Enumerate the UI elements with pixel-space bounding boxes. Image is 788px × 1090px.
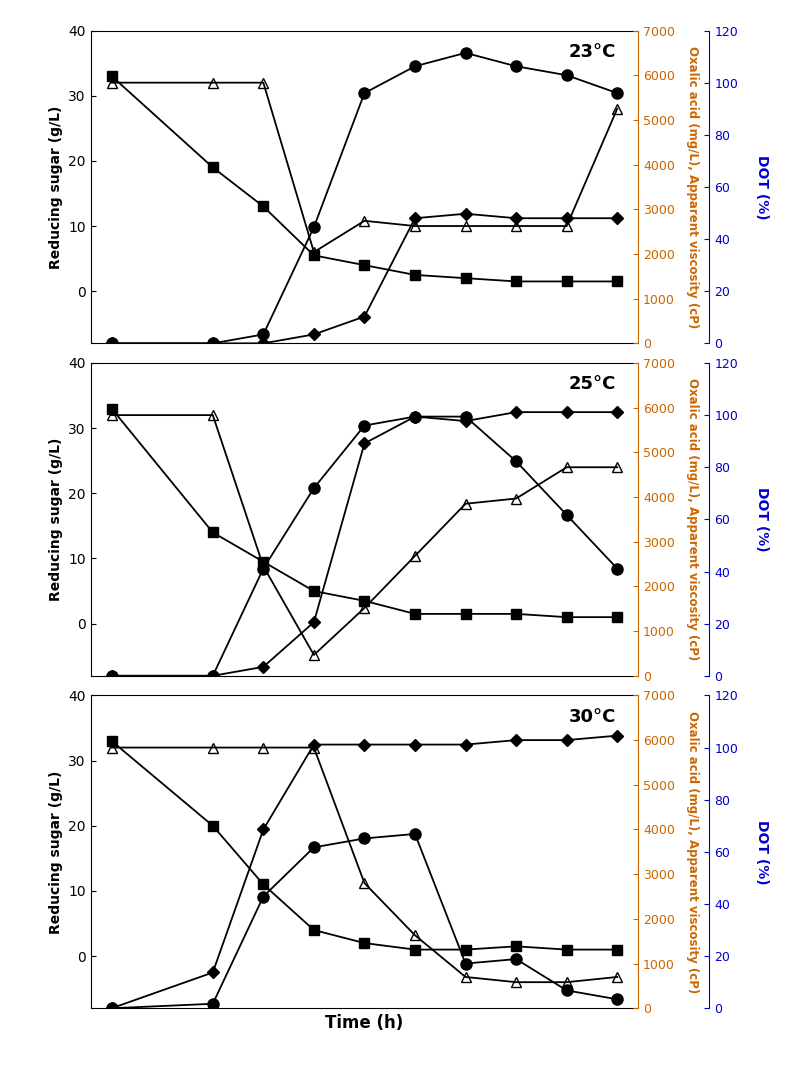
Y-axis label: Reducing sugar (g/L): Reducing sugar (g/L) xyxy=(49,438,62,601)
Text: 30°C: 30°C xyxy=(569,707,616,726)
Y-axis label: Oxalic acid (mg/L), Apparent viscosity (cP): Oxalic acid (mg/L), Apparent viscosity (… xyxy=(686,46,699,328)
X-axis label: Time (h): Time (h) xyxy=(325,1014,403,1032)
Y-axis label: DOT (%): DOT (%) xyxy=(755,820,769,884)
Y-axis label: DOT (%): DOT (%) xyxy=(755,155,769,219)
Y-axis label: Oxalic acid (mg/L), Apparent viscosity (cP): Oxalic acid (mg/L), Apparent viscosity (… xyxy=(686,378,699,661)
Y-axis label: Oxalic acid (mg/L), Apparent viscosity (cP): Oxalic acid (mg/L), Apparent viscosity (… xyxy=(686,711,699,993)
Y-axis label: Reducing sugar (g/L): Reducing sugar (g/L) xyxy=(49,106,62,268)
Text: 23°C: 23°C xyxy=(569,43,616,61)
Y-axis label: DOT (%): DOT (%) xyxy=(755,487,769,552)
Text: 25°C: 25°C xyxy=(569,375,616,393)
Y-axis label: Reducing sugar (g/L): Reducing sugar (g/L) xyxy=(49,771,62,933)
